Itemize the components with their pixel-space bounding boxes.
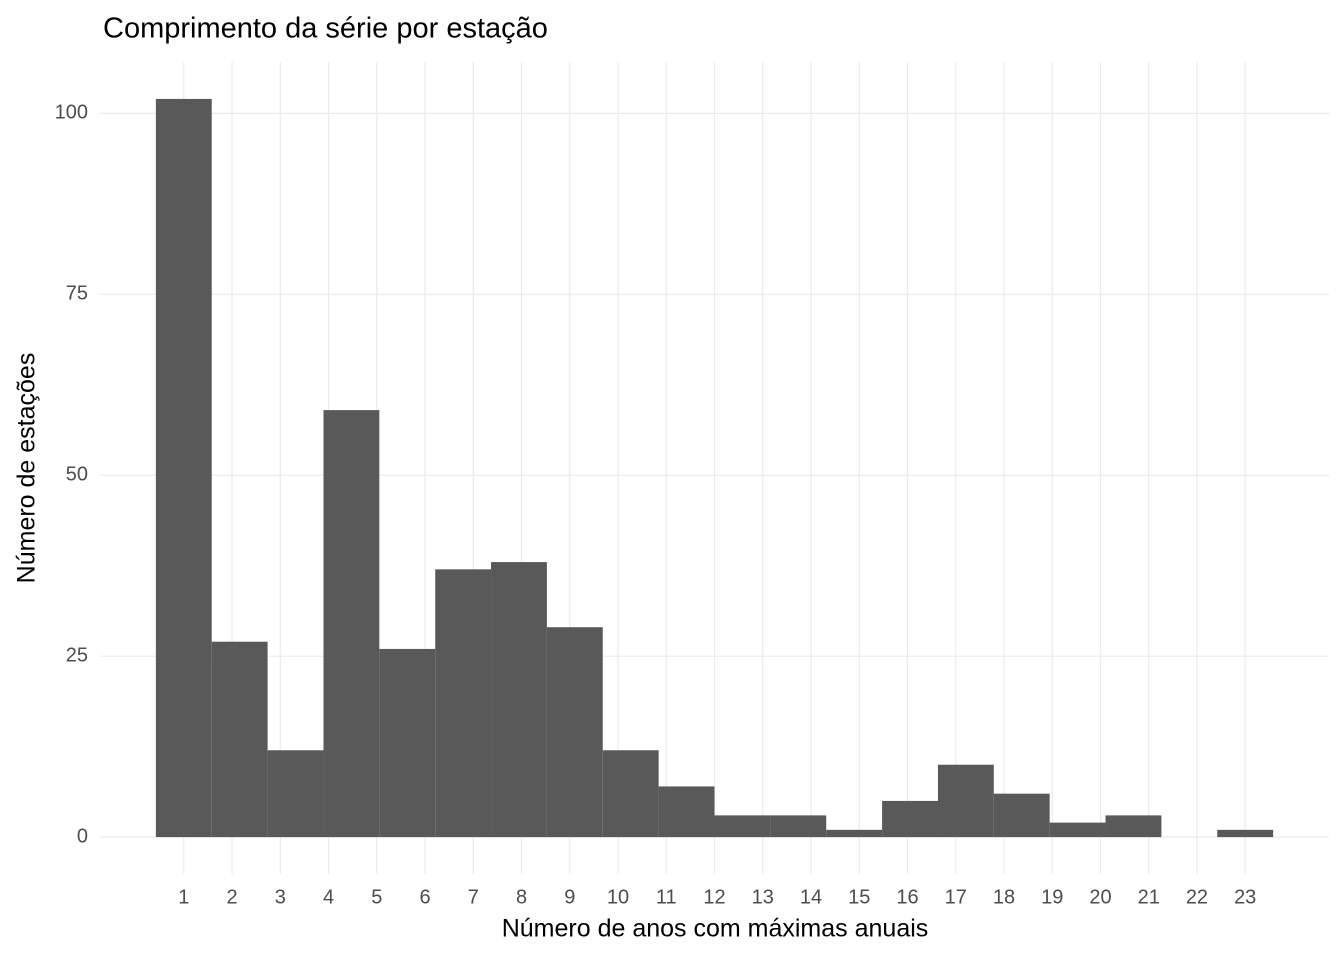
bar xyxy=(826,829,883,838)
x-tick-label: 2 xyxy=(226,886,237,908)
bar xyxy=(435,569,492,838)
x-tick-label: 13 xyxy=(752,886,774,908)
x-axis-label: Número de anos com máximas anuais xyxy=(502,915,929,943)
bar xyxy=(1217,829,1274,838)
y-tick-label: 50 xyxy=(66,464,88,486)
x-tick-label: 6 xyxy=(419,886,430,908)
y-tick-label: 0 xyxy=(77,825,88,847)
x-tick-label: 12 xyxy=(703,886,725,908)
x-tick-label: 10 xyxy=(607,886,629,908)
x-tick-label: 5 xyxy=(371,886,382,908)
x-tick-label: 9 xyxy=(564,886,575,908)
x-tick-label: 18 xyxy=(993,886,1015,908)
x-tick-label: 11 xyxy=(656,886,677,908)
x-tick-label: 7 xyxy=(468,886,479,908)
bar xyxy=(770,815,827,838)
y-tick-label: 100 xyxy=(55,102,88,124)
x-tick-label: 22 xyxy=(1186,886,1208,908)
bar xyxy=(155,98,212,838)
bar xyxy=(1049,822,1106,838)
x-tick-label: 17 xyxy=(945,886,967,908)
chart-title: Comprimento da série por estação xyxy=(103,13,548,45)
bar xyxy=(602,750,659,838)
bar xyxy=(267,750,324,838)
bar xyxy=(491,562,547,838)
x-tick-label: 3 xyxy=(275,886,286,908)
x-tick-label: 20 xyxy=(1089,886,1111,908)
x-tick-label: 8 xyxy=(516,886,527,908)
bar xyxy=(1105,815,1162,838)
x-tick-label: 19 xyxy=(1041,886,1063,908)
bar xyxy=(714,815,771,838)
y-tick-label: 75 xyxy=(66,283,88,305)
x-tick-label: 15 xyxy=(848,886,870,908)
x-tick-label: 23 xyxy=(1234,886,1256,908)
x-tick-label: 14 xyxy=(800,886,822,908)
bar xyxy=(937,764,994,838)
bar xyxy=(882,800,938,838)
y-axis-label: Número de estações xyxy=(13,353,41,584)
bar xyxy=(379,648,436,838)
bar xyxy=(658,786,715,838)
x-tick-label: 1 xyxy=(178,886,189,908)
bar xyxy=(211,641,268,838)
x-tick-label: 16 xyxy=(896,886,918,908)
y-tick-label: 25 xyxy=(66,644,88,666)
x-tick-label: 21 xyxy=(1138,886,1160,908)
x-tick-label: 4 xyxy=(323,886,334,908)
bar xyxy=(546,627,603,838)
bar xyxy=(323,410,380,838)
bar xyxy=(993,793,1050,838)
